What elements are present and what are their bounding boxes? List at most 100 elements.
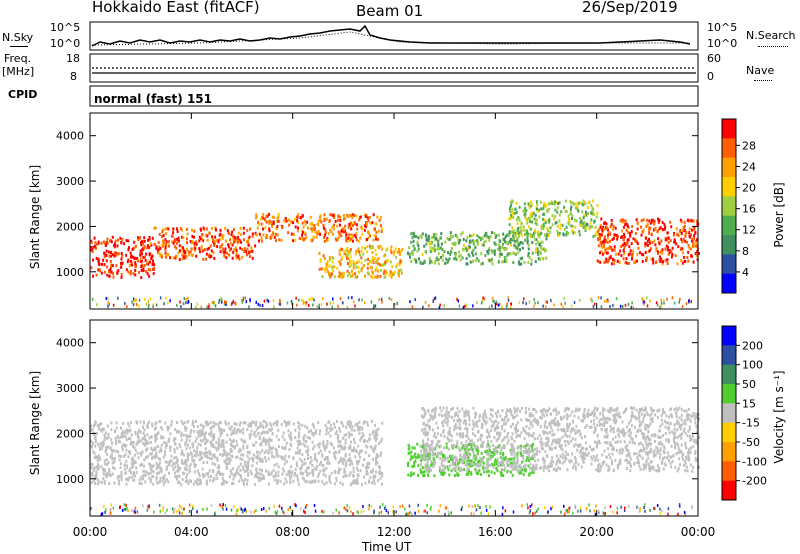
echo-cell xyxy=(538,215,541,219)
echo-cell xyxy=(407,473,410,477)
echo-cell xyxy=(604,248,607,252)
echo-cell xyxy=(490,259,493,263)
echo-cell xyxy=(113,456,116,460)
echo-cell xyxy=(663,223,666,227)
echo-cell xyxy=(219,237,222,241)
echo-cell xyxy=(272,422,275,426)
echo-cell xyxy=(422,415,425,419)
echo-cell xyxy=(603,435,606,439)
echo-cell xyxy=(113,481,116,485)
echo-cell xyxy=(509,204,512,208)
echo-cell xyxy=(221,298,223,302)
echo-cell xyxy=(312,227,315,231)
echo-cell xyxy=(150,435,152,439)
echo-cell xyxy=(594,458,597,462)
echo-cell xyxy=(121,261,124,265)
echo-cell xyxy=(624,432,627,436)
echo-cell xyxy=(341,445,344,449)
echo-cell xyxy=(280,423,283,427)
echo-cell xyxy=(512,215,515,219)
echo-cell xyxy=(281,226,284,230)
echo-cell xyxy=(437,452,440,456)
echo-cell xyxy=(164,480,167,484)
echo-cell xyxy=(453,444,456,448)
echo-cell xyxy=(182,236,185,239)
echo-cell xyxy=(494,242,497,246)
echo-cell xyxy=(487,235,490,239)
echo-cell xyxy=(277,445,280,448)
echo-cell xyxy=(298,427,301,431)
echo-cell xyxy=(689,247,692,251)
echo-cell xyxy=(483,419,485,423)
echo-cell xyxy=(144,297,146,301)
echo-cell xyxy=(200,248,203,252)
echo-cell xyxy=(249,469,252,473)
echo-cell xyxy=(377,257,380,261)
echo-cell xyxy=(641,260,644,263)
echo-cell xyxy=(343,468,346,471)
echo-cell xyxy=(356,428,359,432)
echo-cell xyxy=(650,232,653,236)
echo-cell xyxy=(660,257,663,261)
echo-cell xyxy=(132,464,135,468)
echo-cell xyxy=(648,237,650,241)
echo-cell xyxy=(688,434,691,438)
echo-cell xyxy=(133,299,136,303)
echo-cell xyxy=(594,233,597,237)
echo-cell xyxy=(590,462,593,466)
echo-cell xyxy=(172,241,175,245)
echo-cell xyxy=(332,446,335,450)
echo-cell xyxy=(565,225,568,229)
echo-band xyxy=(153,226,257,262)
echo-cell xyxy=(372,479,375,483)
echo-cell xyxy=(399,268,402,272)
echo-cell xyxy=(425,469,428,473)
echo-cell xyxy=(264,218,267,222)
echo-cell xyxy=(243,250,246,253)
echo-cell xyxy=(178,258,181,262)
echo-cell xyxy=(642,416,645,420)
echo-cell xyxy=(417,247,420,251)
echo-cell xyxy=(333,223,335,227)
echo-cell xyxy=(615,252,617,256)
echo-cell xyxy=(359,469,362,473)
echo-cell xyxy=(505,304,508,308)
echo-cell xyxy=(625,448,628,452)
echo-cell xyxy=(596,204,599,208)
echo-cell xyxy=(681,240,684,244)
echo-cell xyxy=(463,461,466,465)
echo-cell xyxy=(361,298,363,302)
echo-cell xyxy=(510,412,513,416)
echo-cell xyxy=(667,240,670,244)
echo-cell xyxy=(266,298,268,302)
echo-cell xyxy=(337,440,340,444)
echo-cell xyxy=(305,301,308,305)
echo-cell xyxy=(204,447,207,451)
echo-cell xyxy=(610,427,613,431)
echo-cell xyxy=(164,238,167,242)
echo-cell xyxy=(366,222,368,226)
echo-cell xyxy=(203,437,206,441)
echo-cell xyxy=(645,463,648,467)
echo-cell xyxy=(358,420,361,424)
echo-cell xyxy=(277,470,280,474)
echo-cell xyxy=(688,220,691,223)
echo-cell xyxy=(352,239,354,243)
echo-cell xyxy=(173,437,176,441)
echo-cell xyxy=(204,420,207,424)
echo-cell xyxy=(263,476,266,480)
echo-cell xyxy=(419,444,422,448)
echo-cell xyxy=(433,462,436,466)
echo-cell xyxy=(519,257,522,261)
echo-cell xyxy=(241,300,244,304)
echo-cell xyxy=(128,476,131,479)
echo-cell xyxy=(310,459,313,463)
echo-cell xyxy=(594,426,597,429)
echo-cell xyxy=(339,215,342,219)
echo-cell xyxy=(485,416,488,420)
echo-cell xyxy=(356,462,359,466)
echo-cell xyxy=(252,459,255,463)
echo-cell xyxy=(126,464,129,468)
echo-cell xyxy=(450,250,452,254)
echo-cell xyxy=(438,440,441,444)
